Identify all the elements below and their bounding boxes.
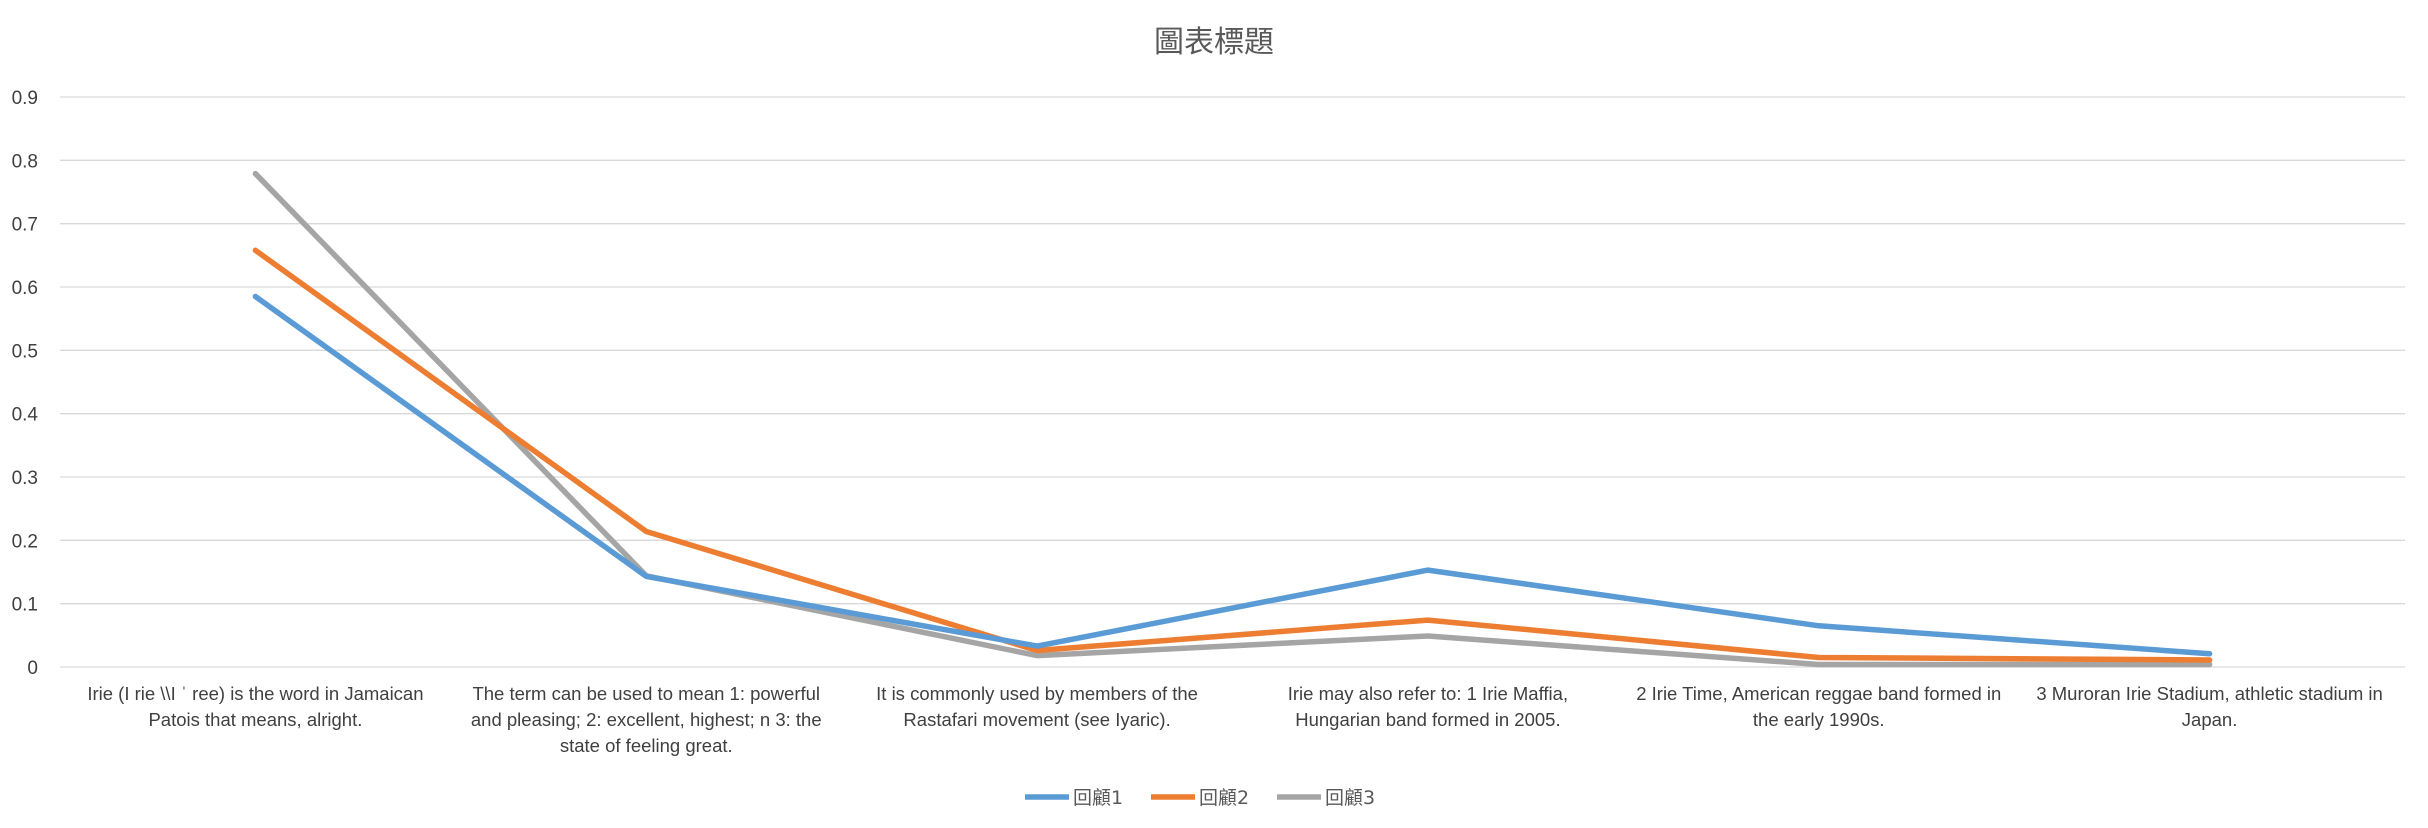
y-tick-label: 0.1 [12, 595, 38, 616]
y-tick-label: 0.3 [12, 468, 38, 489]
y-tick-label: 0.4 [12, 405, 39, 426]
y-tick-label: 0.5 [12, 341, 38, 362]
y-tick-label: 0.2 [12, 531, 38, 552]
y-tick-label: 0.9 [12, 88, 38, 109]
x-category-label: The term can be used to mean 1: powerful… [471, 683, 822, 756]
series-line [255, 174, 2209, 665]
series-line [255, 250, 2209, 660]
x-category-label: 2 Irie Time, American reggae band formed… [1636, 683, 2001, 730]
gridlines [60, 97, 2405, 667]
series-lines [255, 174, 2209, 665]
legend-label: 回顧3 [1325, 787, 1375, 809]
x-category-label: It is commonly used by members of the Ras… [876, 683, 1198, 730]
x-category-label: 3 Muroran Irie Stadium, athletic stadium… [2036, 683, 2383, 730]
y-axis-tick-labels: 0 0.1 0.2 0.3 0.4 0.5 0.6 0.7 0.8 0.9 [12, 88, 39, 679]
y-tick-label: 0.7 [12, 215, 38, 236]
legend-label: 回顧1 [1073, 787, 1123, 809]
y-tick-label: 0.6 [12, 278, 38, 299]
legend-label: 回顧2 [1199, 787, 1249, 809]
x-category-label: Irie may also refer to: 1 Irie Maffia, Hu… [1288, 683, 1568, 730]
chart-title: 圖表標題 [1154, 25, 1274, 60]
y-tick-label: 0 [27, 658, 38, 679]
legend: 回顧1 回顧2 回顧3 [1025, 787, 1375, 809]
x-axis-category-labels: Irie (I rie \\I ˈ ree) is the word in Ja… [87, 683, 2383, 756]
x-category-label: Irie (I rie \\I ˈ ree) is the word in Ja… [87, 683, 423, 730]
y-tick-label: 0.8 [12, 151, 38, 172]
